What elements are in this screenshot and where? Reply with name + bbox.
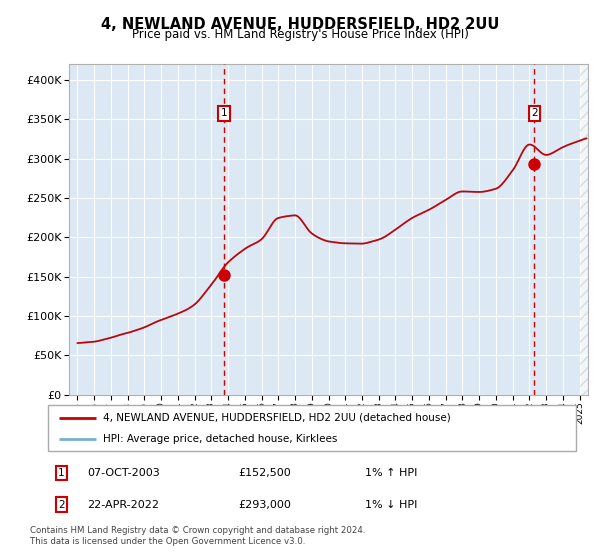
Text: 2: 2 xyxy=(58,500,65,510)
Text: 1% ↑ HPI: 1% ↑ HPI xyxy=(365,468,417,478)
Text: 4, NEWLAND AVENUE, HUDDERSFIELD, HD2 2UU (detached house): 4, NEWLAND AVENUE, HUDDERSFIELD, HD2 2UU… xyxy=(103,413,451,423)
Text: 2: 2 xyxy=(531,108,538,118)
Text: 4, NEWLAND AVENUE, HUDDERSFIELD, HD2 2UU: 4, NEWLAND AVENUE, HUDDERSFIELD, HD2 2UU xyxy=(101,17,499,32)
Text: £293,000: £293,000 xyxy=(238,500,291,510)
Text: £152,500: £152,500 xyxy=(238,468,291,478)
Text: 22-APR-2022: 22-APR-2022 xyxy=(88,500,160,510)
Text: Contains HM Land Registry data © Crown copyright and database right 2024.
This d: Contains HM Land Registry data © Crown c… xyxy=(30,526,365,546)
Text: 07-OCT-2003: 07-OCT-2003 xyxy=(88,468,160,478)
FancyBboxPatch shape xyxy=(48,405,576,451)
Text: Price paid vs. HM Land Registry's House Price Index (HPI): Price paid vs. HM Land Registry's House … xyxy=(131,28,469,41)
Text: HPI: Average price, detached house, Kirklees: HPI: Average price, detached house, Kirk… xyxy=(103,435,338,444)
Text: 1% ↓ HPI: 1% ↓ HPI xyxy=(365,500,417,510)
Text: 1: 1 xyxy=(221,108,227,118)
Text: 1: 1 xyxy=(58,468,65,478)
